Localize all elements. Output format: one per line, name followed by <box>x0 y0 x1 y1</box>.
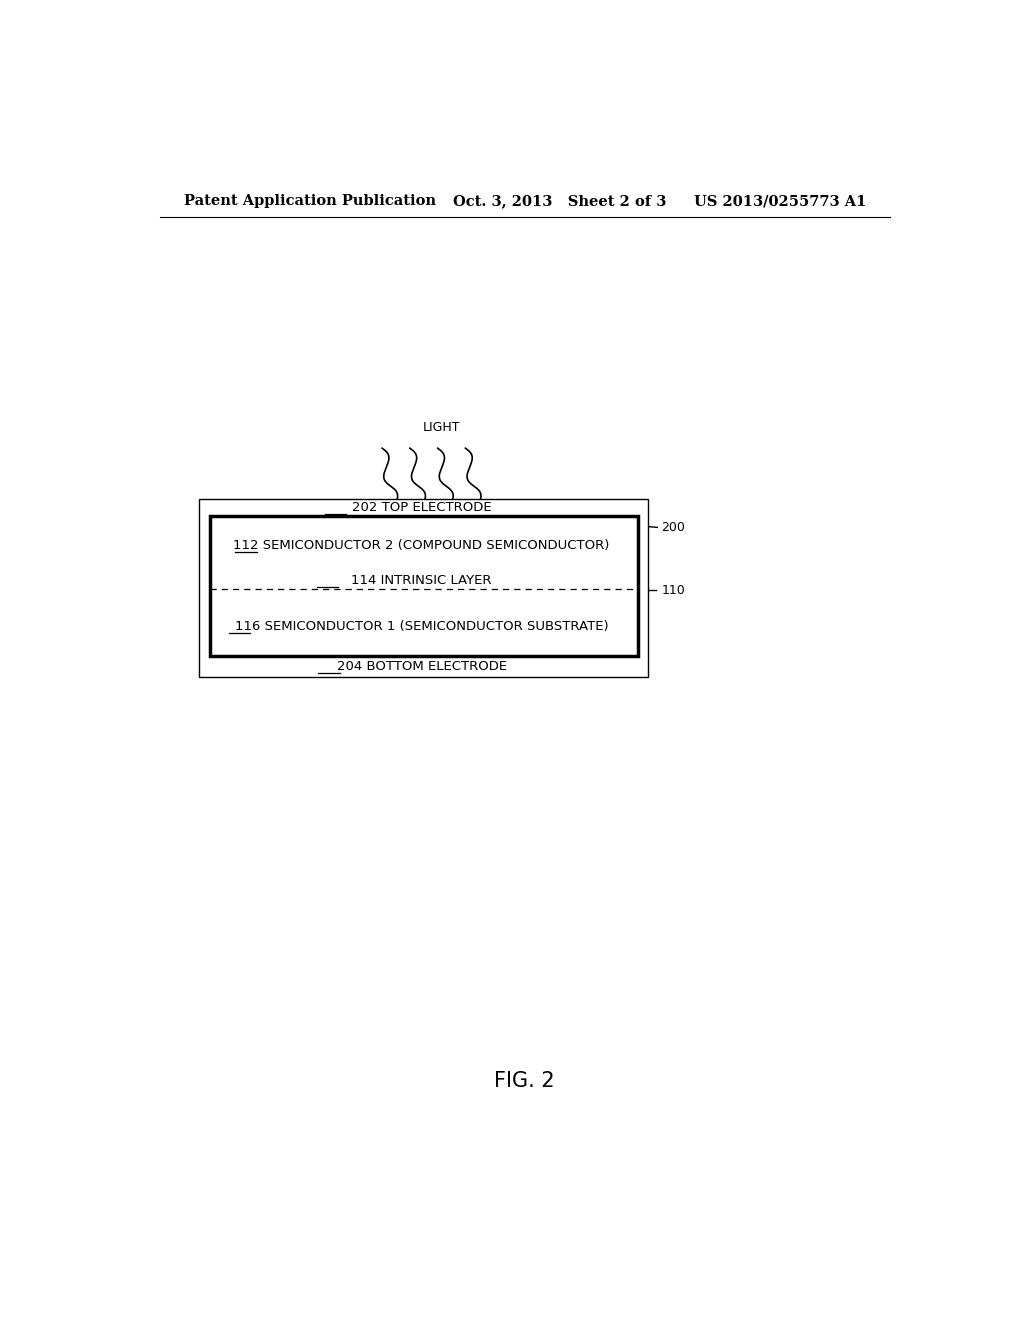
Bar <box>200 499 648 677</box>
Text: Patent Application Publication: Patent Application Publication <box>183 194 435 209</box>
Text: LIGHT: LIGHT <box>423 421 460 434</box>
Text: 116 SEMICONDUCTOR 1 (SEMICONDUCTOR SUBSTRATE): 116 SEMICONDUCTOR 1 (SEMICONDUCTOR SUBST… <box>234 620 608 634</box>
Text: US 2013/0255773 A1: US 2013/0255773 A1 <box>693 194 866 209</box>
Text: FIG. 2: FIG. 2 <box>495 1072 555 1092</box>
Text: 200: 200 <box>662 521 685 533</box>
Text: 114 INTRINSIC LAYER: 114 INTRINSIC LAYER <box>351 574 492 587</box>
Text: 204 BOTTOM ELECTRODE: 204 BOTTOM ELECTRODE <box>337 660 507 673</box>
Text: Oct. 3, 2013   Sheet 2 of 3: Oct. 3, 2013 Sheet 2 of 3 <box>454 194 667 209</box>
Bar <box>210 516 638 656</box>
Text: 110: 110 <box>662 583 685 597</box>
Text: 112 SEMICONDUCTOR 2 (COMPOUND SEMICONDUCTOR): 112 SEMICONDUCTOR 2 (COMPOUND SEMICONDUC… <box>233 539 610 552</box>
Text: 202 TOP ELECTRODE: 202 TOP ELECTRODE <box>352 502 492 513</box>
